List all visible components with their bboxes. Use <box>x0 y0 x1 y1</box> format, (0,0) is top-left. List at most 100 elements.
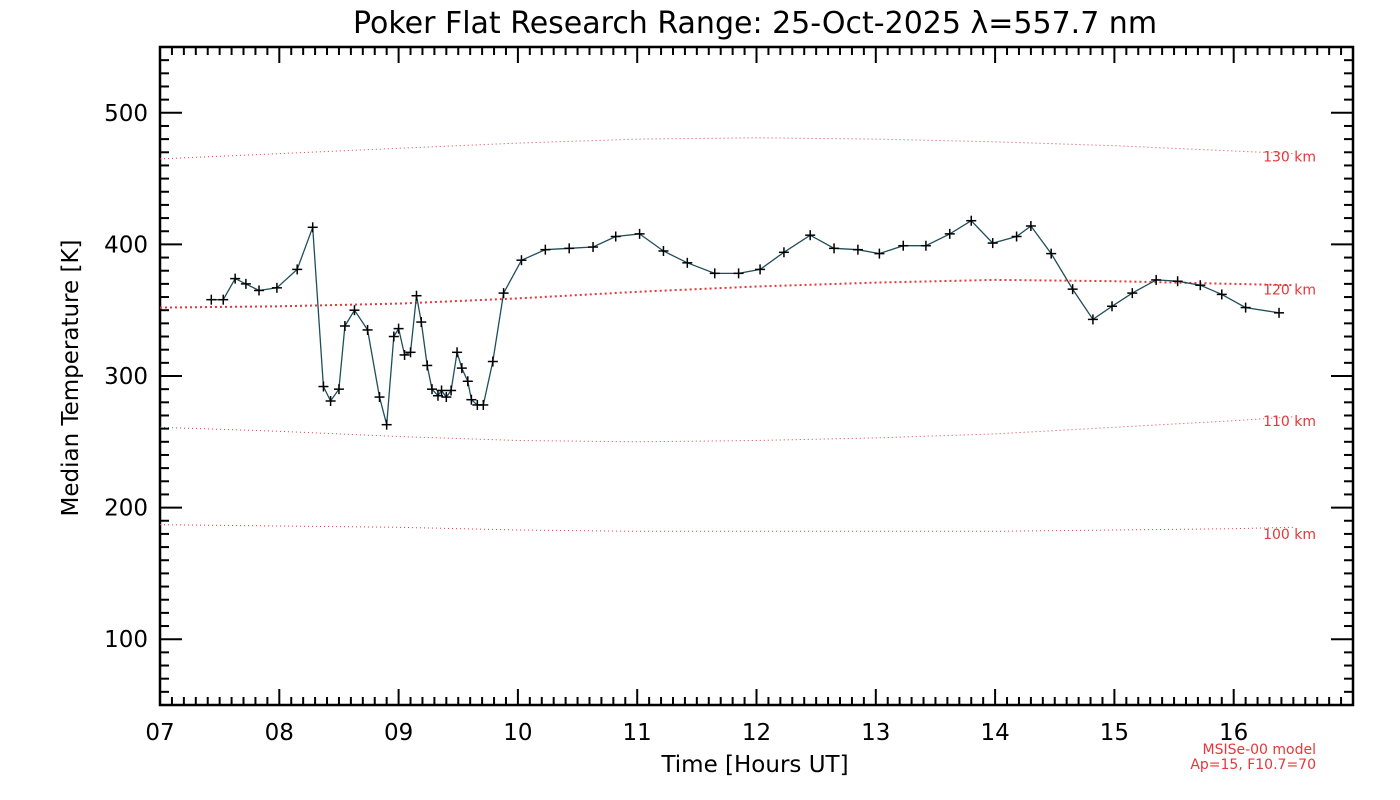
data-point <box>456 363 467 374</box>
data-point <box>318 381 329 392</box>
data-point <box>1195 280 1206 291</box>
model-labels: 130 km 120 km 110 km 100 km <box>1263 149 1316 543</box>
data-point <box>588 242 599 253</box>
data-point <box>271 282 282 293</box>
model-label: 130 km <box>1263 149 1316 165</box>
chart-title: Poker Flat Research Range: 25-Oct-2025 λ… <box>353 6 1157 41</box>
data-point <box>411 290 422 301</box>
data-point <box>462 376 473 387</box>
data-point <box>634 228 645 239</box>
data-point <box>1067 284 1078 295</box>
data-point <box>254 285 265 296</box>
data-point <box>452 347 463 358</box>
x-tick-label: 11 <box>623 720 652 746</box>
data-point <box>733 268 744 279</box>
model-lines <box>159 137 1294 532</box>
data-point <box>966 215 977 226</box>
data-point <box>874 248 885 259</box>
axis-ticks <box>159 46 1354 706</box>
data-point <box>1172 276 1183 287</box>
x-tick-label: 08 <box>265 720 294 746</box>
data-point <box>427 384 438 395</box>
data-point <box>466 394 477 405</box>
model-label: 110 km <box>1263 414 1316 430</box>
tick-labels: 07 08 09 10 11 12 13 14 15 16 100 200 300 400 500 <box>104 101 1248 746</box>
x-axis-label: Time [Hours UT] <box>660 752 848 778</box>
model-line-130km <box>159 137 1294 160</box>
data-point <box>944 228 955 239</box>
y-tick-label: 100 <box>104 627 148 653</box>
data-point <box>362 324 373 335</box>
plot-frame <box>158 45 1355 707</box>
data-point <box>349 305 360 316</box>
model-label: 100 km <box>1263 527 1316 543</box>
x-tick-label: 12 <box>742 720 771 746</box>
y-tick-label: 400 <box>104 232 148 258</box>
y-tick-label: 200 <box>104 496 148 522</box>
data-point <box>1087 314 1098 325</box>
data-point <box>1107 301 1118 312</box>
data-point <box>778 247 789 258</box>
data-point <box>388 331 399 342</box>
model-line-120km <box>159 278 1294 309</box>
data-point <box>755 264 766 275</box>
data-point <box>292 264 303 275</box>
data-point <box>399 349 410 360</box>
x-tick-label: 10 <box>503 720 532 746</box>
data-point <box>658 245 669 256</box>
data-point <box>1046 248 1057 259</box>
data-point <box>381 419 392 430</box>
data-point <box>218 294 229 305</box>
data-point <box>498 288 509 299</box>
data-point <box>1274 307 1285 318</box>
model-note-line-1: MSISe-00 model <box>1202 742 1316 758</box>
data-point <box>416 317 427 328</box>
x-tick-label: 15 <box>1100 720 1129 746</box>
data-point <box>405 347 416 358</box>
data-point <box>333 384 344 395</box>
data-point <box>920 240 931 251</box>
x-tick-label: 16 <box>1219 720 1248 746</box>
series-line <box>211 219 1280 425</box>
data-point <box>436 385 447 396</box>
data-point <box>1240 302 1251 313</box>
model-label: 120 km <box>1263 282 1316 298</box>
data-point <box>307 222 318 233</box>
y-axis-label: Median Temperature [K] <box>58 240 84 517</box>
data-point <box>240 278 251 289</box>
y-tick-label: 500 <box>104 101 148 127</box>
x-tick-label: 14 <box>980 720 1009 746</box>
temperature-series <box>206 215 1285 430</box>
data-point <box>898 240 909 251</box>
data-point <box>422 360 433 371</box>
data-point <box>540 244 551 255</box>
model-line-110km <box>159 416 1294 443</box>
data-point <box>1151 274 1162 285</box>
data-point <box>374 392 385 403</box>
data-point <box>206 294 217 305</box>
data-point <box>1127 288 1138 299</box>
data-point <box>987 238 998 249</box>
data-point <box>516 255 527 266</box>
data-point <box>564 243 575 254</box>
data-point <box>852 244 863 255</box>
data-point <box>1011 231 1022 242</box>
x-tick-label: 13 <box>861 720 890 746</box>
data-point <box>805 230 816 241</box>
data-point <box>1216 289 1227 300</box>
data-point <box>446 385 457 396</box>
data-point <box>829 243 840 254</box>
model-note-line-2: Ap=15, F10.7=70 <box>1190 757 1316 773</box>
x-tick-label: 09 <box>384 720 413 746</box>
data-point <box>230 273 241 284</box>
data-point <box>432 390 443 401</box>
data-point <box>487 356 498 367</box>
model-line-100km <box>159 524 1294 532</box>
x-tick-label: 07 <box>145 720 174 746</box>
data-point <box>478 399 489 410</box>
data-point <box>325 396 336 407</box>
data-point <box>709 268 720 279</box>
y-tick-label: 300 <box>104 364 148 390</box>
data-point <box>610 231 621 242</box>
data-point <box>441 392 452 403</box>
